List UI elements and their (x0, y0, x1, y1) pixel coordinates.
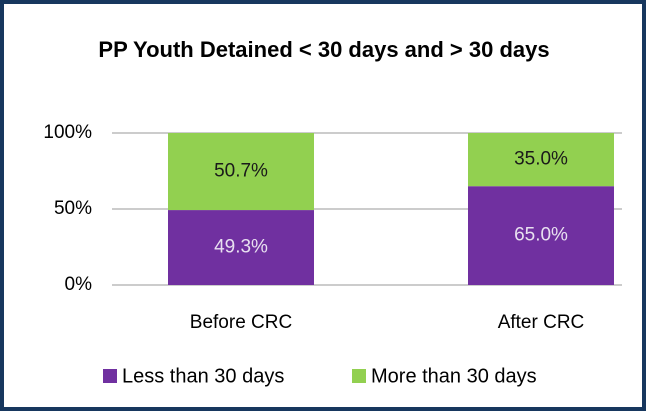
chart-title: PP Youth Detained < 30 days and > 30 day… (98, 37, 550, 62)
data-label: 65.0% (514, 225, 568, 246)
data-label: 49.3% (214, 237, 268, 258)
bar-segment (168, 133, 314, 211)
y-tick-label: 50% (54, 198, 92, 219)
bar-segment (168, 210, 314, 285)
y-tick-label: 0% (65, 274, 93, 295)
bar-segment (468, 186, 614, 285)
chart: 0% 50% 100% Before CRC 49.3% 50.7% After CRC 65… (43, 122, 622, 387)
bar-segment (468, 133, 614, 187)
y-tick-label: 100% (43, 122, 92, 143)
legend-swatch (103, 369, 117, 383)
x-tick-label: After CRC (498, 312, 585, 333)
legend-label: More than 30 days (371, 365, 537, 387)
legend-label: Less than 30 days (122, 365, 284, 387)
data-label: 35.0% (514, 149, 568, 170)
x-tick-label: Before CRC (190, 312, 292, 333)
data-label: 50.7% (214, 161, 268, 182)
legend-swatch (352, 369, 366, 383)
